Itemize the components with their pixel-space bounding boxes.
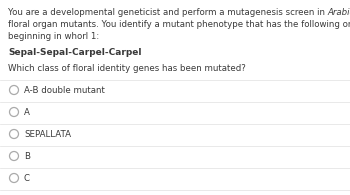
Text: Sepal-Sepal-Carpel-Carpel: Sepal-Sepal-Carpel-Carpel (8, 48, 141, 57)
Text: B: B (24, 152, 30, 161)
Text: A-B double mutant: A-B double mutant (24, 86, 105, 95)
Text: A: A (24, 108, 30, 117)
Text: C: C (24, 174, 30, 183)
Text: Arabidopsis: Arabidopsis (328, 8, 350, 17)
Text: floral organ mutants. You identify a mutant phenotype that has the following org: floral organ mutants. You identify a mut… (8, 20, 350, 29)
Text: beginning in whorl 1:: beginning in whorl 1: (8, 32, 99, 41)
Text: Which class of floral identity genes has been mutated?: Which class of floral identity genes has… (8, 64, 246, 73)
Text: SEPALLATA: SEPALLATA (24, 130, 71, 139)
Text: You are a developmental geneticist and perform a mutagenesis screen in: You are a developmental geneticist and p… (8, 8, 328, 17)
